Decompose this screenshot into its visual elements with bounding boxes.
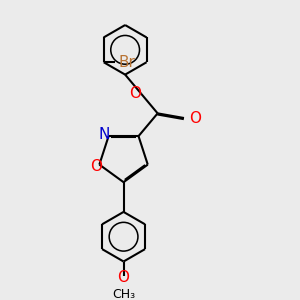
Text: N: N (99, 127, 110, 142)
Text: O: O (129, 86, 141, 101)
Text: O: O (189, 110, 201, 125)
Text: Br: Br (118, 55, 135, 70)
Text: O: O (118, 270, 130, 285)
Text: O: O (90, 159, 102, 174)
Text: CH₃: CH₃ (112, 288, 135, 300)
